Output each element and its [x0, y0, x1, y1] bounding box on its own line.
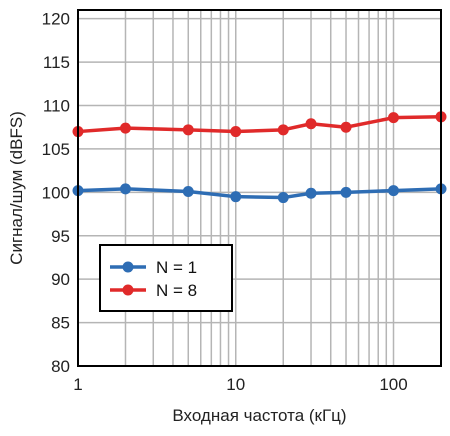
series-1-point	[230, 191, 242, 203]
series-2-point	[305, 118, 317, 130]
plot-frame	[77, 9, 442, 367]
x-tick-label: 100	[379, 375, 407, 394]
legend-marker-2	[122, 284, 134, 296]
y-tick-label: 90	[51, 270, 70, 289]
x-tick-label: 10	[226, 375, 245, 394]
series-1-point	[388, 185, 400, 197]
y-tick-label: 100	[42, 183, 70, 202]
series-2-point	[119, 122, 131, 134]
series-1-point	[182, 185, 194, 197]
y-tick-label: 95	[51, 227, 70, 246]
legend-box	[99, 244, 233, 312]
y-tick-label: 80	[51, 357, 70, 376]
series-2-point	[182, 124, 194, 136]
series-2-point	[388, 112, 400, 124]
series-2-point	[230, 126, 242, 138]
x-tick-label: 1	[73, 375, 82, 394]
y-tick-label: 110	[43, 97, 70, 116]
y-tick-label: 120	[42, 10, 70, 29]
series-1-point	[119, 183, 131, 195]
y-tick-label: 115	[43, 53, 70, 72]
legend-marker-1	[122, 261, 134, 273]
y-axis-title: Сигнал/шум (dBFS)	[7, 111, 26, 265]
series-2-point	[340, 121, 352, 133]
legend: N = 1 N = 8	[99, 244, 233, 312]
series-1-point	[277, 192, 289, 204]
x-axis-title: Входная частота (кГц)	[172, 406, 346, 425]
y-tick-label: 105	[42, 140, 70, 159]
y-tick-label: 85	[51, 314, 70, 333]
series-layer	[72, 111, 447, 204]
series-1-point	[340, 186, 352, 198]
series-2-point	[277, 124, 289, 136]
legend-label-1: N = 1	[156, 258, 197, 277]
legend-label-2: N = 8	[156, 281, 197, 300]
series-1-point	[305, 187, 317, 199]
